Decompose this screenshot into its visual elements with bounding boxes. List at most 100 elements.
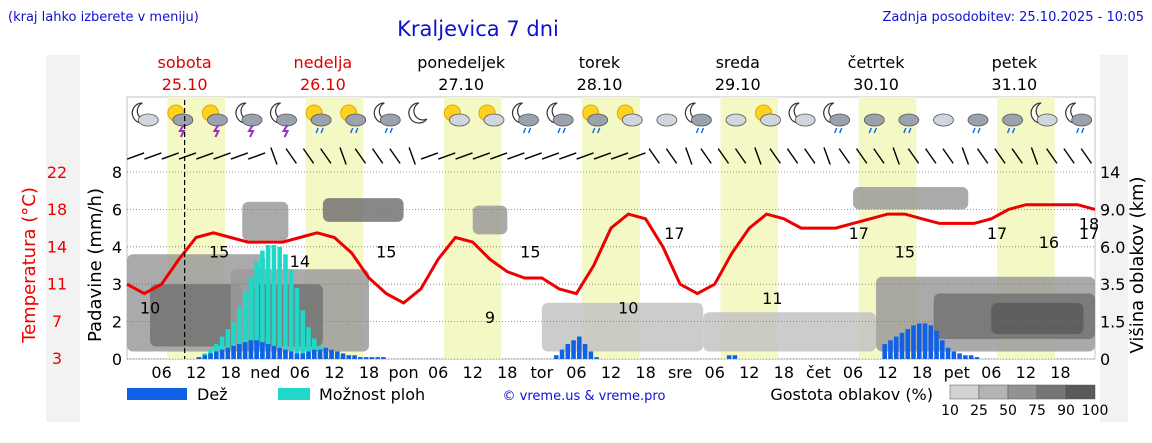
cloud-height-ticks: 14 9.0 6.0 3.5 1.5 0 [1100, 163, 1125, 369]
rain-bar [214, 351, 219, 359]
cloud-shape [276, 113, 297, 127]
legend-rain-swatch [127, 388, 187, 400]
wind-barb [593, 152, 612, 160]
rain-bar [588, 351, 594, 359]
cloud-rain-icon [967, 113, 989, 134]
wind-barb [823, 147, 831, 165]
density-tick: 90 [1057, 403, 1075, 419]
rain-drops [522, 127, 532, 134]
wind-barb [541, 152, 560, 160]
wind-barb [700, 148, 712, 164]
density-swatch [1065, 384, 1096, 400]
x-tick-label: pet [944, 363, 970, 382]
moon-rain-icon [546, 102, 574, 134]
cloud-shape [656, 113, 678, 127]
x-tick-label: pon [389, 363, 419, 382]
cloud-rain-icon [898, 113, 920, 134]
rain-drops [557, 127, 566, 134]
rain-drops [315, 127, 324, 134]
legend-showers-swatch [278, 388, 310, 400]
cloud-shape [137, 113, 159, 127]
temperature-value-label: 10 [618, 299, 638, 318]
day-name: nedelja [294, 53, 353, 72]
x-tick-label: 12 [601, 363, 621, 382]
cloud-icon [656, 113, 678, 127]
wind-barb [559, 152, 577, 160]
wind-barb [961, 147, 970, 165]
rain-bar [225, 347, 231, 359]
rain-bar [260, 342, 265, 359]
wind-barb [196, 152, 214, 160]
temperature-value-label: 17 [849, 224, 869, 243]
x-tick-label: 18 [1050, 363, 1070, 382]
rain-drops [384, 127, 393, 134]
x-tick-label: 06 [843, 363, 863, 382]
page-title: Kraljevica 7 dni [397, 17, 559, 41]
day-date: 25.10 [162, 75, 208, 94]
x-tick-label: 18 [359, 363, 379, 382]
wind-barb [408, 147, 416, 165]
cloud-shape [1036, 113, 1058, 127]
moon-storm-icon [269, 102, 297, 138]
cloud-rain-icon [1002, 113, 1023, 134]
wind-barb [472, 152, 491, 160]
rain-drops [903, 127, 912, 134]
moon-shape [408, 102, 428, 124]
sun-rain-icon [582, 104, 609, 134]
temperature-value-label: 9 [485, 308, 495, 327]
rain-bar [553, 355, 559, 359]
rain-bar [242, 342, 248, 359]
wind-barb [769, 148, 781, 164]
legend-rain-label: Dež [197, 385, 228, 404]
wind-barb [389, 148, 401, 164]
cloud-shape [483, 113, 505, 127]
rain-bar [957, 353, 962, 359]
wind-barbs-row [126, 147, 1093, 165]
cloud-patch [253, 284, 323, 347]
wind-barb [942, 148, 954, 164]
density-tick: 10 [941, 403, 959, 419]
sun-rain-icon [340, 104, 367, 134]
temperature-value-label: 11 [762, 289, 782, 308]
temperature-value-label: 17 [987, 224, 1007, 243]
rain-bar [882, 344, 887, 359]
wind-barb [371, 148, 384, 164]
rain-bar [594, 357, 599, 359]
rain-bar [254, 340, 259, 359]
x-tick-label: sre [668, 363, 692, 382]
cloud-shape [172, 113, 194, 127]
rain-bar [363, 357, 369, 359]
wind-barb [354, 148, 367, 164]
lightning-bolt [212, 124, 221, 138]
rain-bar [231, 345, 236, 359]
credit-link[interactable]: © vreme.us & vreme.pro [503, 389, 666, 404]
day-name: ponedeljek [417, 53, 506, 72]
rain-bar [237, 344, 242, 359]
rain-bar [265, 344, 271, 359]
x-axis-ticks: 06 12 18 ned 06 12 18 pon 06 12 18 tor 06 12 18 sre 06 12… [151, 363, 1070, 382]
temperature-tick: 22 [47, 163, 67, 182]
sun-cloud-icon [478, 104, 505, 127]
wind-barb [610, 152, 629, 160]
wind-barb [1080, 148, 1093, 164]
temperature-line [126, 203, 1096, 305]
cloud-height-tick: 6.0 [1100, 238, 1125, 257]
precipitation-tick: 0 [112, 350, 122, 369]
shower-bar [300, 310, 306, 359]
legend-cloud-density-label: Gostota oblakov (%) [770, 385, 933, 404]
wind-barb [576, 152, 594, 160]
temperature-value-label: 14 [290, 252, 310, 271]
rain-bar [346, 355, 352, 359]
temperature-value-label: 17 [1079, 224, 1099, 243]
x-tick-label: 06 [981, 363, 1001, 382]
shower-bar [271, 244, 277, 359]
cloud-shape [241, 113, 263, 127]
density-tick: 50 [999, 403, 1017, 419]
rain-drops [592, 127, 601, 134]
wind-barb [925, 148, 937, 164]
region-hint[interactable]: (kraj lahko izberete v meniju) [8, 10, 199, 25]
temperature-value-label: 15 [520, 242, 540, 261]
cloud-patch [541, 302, 704, 352]
sun-cloud-icon [443, 104, 470, 127]
lightning-bolt [247, 124, 255, 138]
